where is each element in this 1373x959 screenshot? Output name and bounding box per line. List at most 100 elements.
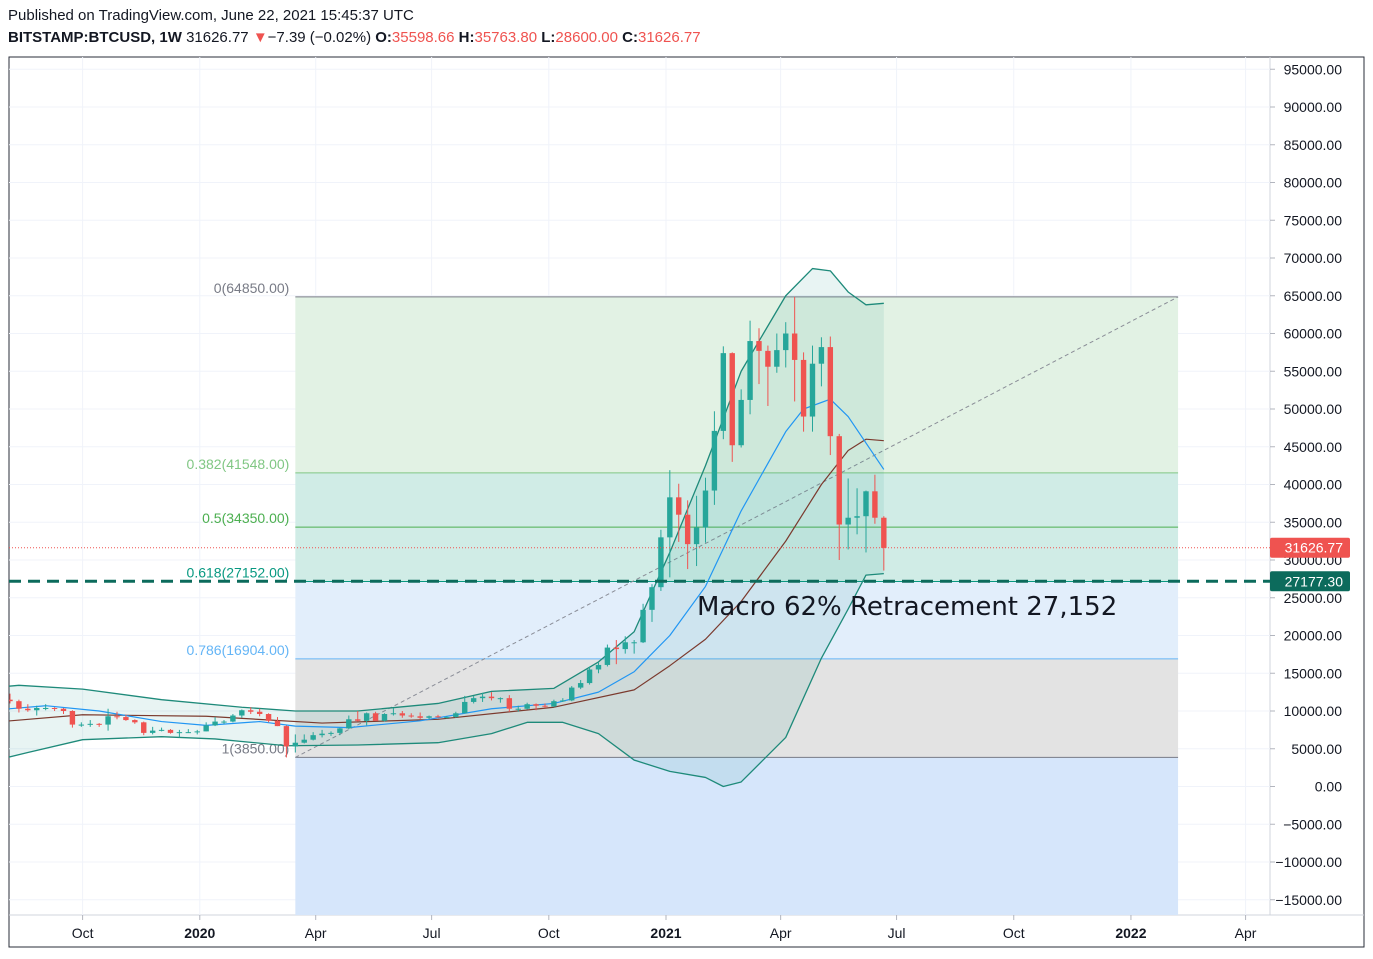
- candle[interactable]: [800, 352, 807, 432]
- candle[interactable]: [69, 710, 76, 728]
- candle[interactable]: [488, 692, 495, 701]
- candle[interactable]: [622, 636, 628, 654]
- candle[interactable]: [729, 352, 735, 462]
- candle[interactable]: [292, 734, 299, 753]
- candle[interactable]: [872, 474, 878, 524]
- candle[interactable]: [301, 734, 307, 744]
- candle[interactable]: [667, 470, 673, 578]
- candle[interactable]: [809, 345, 816, 432]
- candle[interactable]: [105, 708, 111, 731]
- candle[interactable]: [212, 717, 218, 727]
- candle[interactable]: [756, 328, 762, 385]
- candle[interactable]: [693, 495, 700, 567]
- candle[interactable]: [854, 488, 860, 535]
- candle[interactable]: [845, 478, 851, 550]
- candle[interactable]: [408, 713, 414, 718]
- candle[interactable]: [827, 336, 834, 456]
- candle[interactable]: [577, 680, 584, 690]
- candle[interactable]: [363, 712, 370, 726]
- candle[interactable]: [497, 697, 504, 703]
- candle[interactable]: [176, 729, 183, 738]
- candle[interactable]: [310, 732, 316, 741]
- candle[interactable]: [185, 729, 192, 734]
- candle[interactable]: [25, 704, 31, 712]
- candle[interactable]: [462, 695, 468, 714]
- candle[interactable]: [346, 715, 352, 730]
- candle[interactable]: [158, 727, 165, 732]
- candle[interactable]: [453, 711, 459, 718]
- candle[interactable]: [560, 698, 566, 702]
- candle[interactable]: [319, 729, 325, 738]
- candle[interactable]: [684, 500, 691, 570]
- candle[interactable]: [0, 696, 4, 716]
- candle[interactable]: [265, 713, 272, 723]
- candle[interactable]: [230, 714, 236, 723]
- candle[interactable]: [791, 296, 798, 402]
- candle[interactable]: [631, 640, 637, 654]
- candle[interactable]: [381, 713, 388, 722]
- candle[interactable]: [444, 716, 450, 719]
- candle[interactable]: [881, 516, 887, 571]
- candle[interactable]: [87, 720, 93, 727]
- support-price-tag[interactable]: 27177.30: [1270, 571, 1350, 592]
- candle[interactable]: [399, 711, 406, 718]
- candle[interactable]: [60, 707, 67, 715]
- candle[interactable]: [595, 662, 602, 674]
- candle[interactable]: [533, 703, 539, 711]
- candle[interactable]: [355, 711, 361, 722]
- candle[interactable]: [283, 725, 290, 758]
- candle[interactable]: [51, 707, 58, 711]
- candle[interactable]: [640, 603, 646, 644]
- symbol-label[interactable]: BITSTAMP:BTCUSD, 1W: [8, 29, 182, 46]
- candle[interactable]: [649, 584, 655, 622]
- candle[interactable]: [774, 333, 780, 373]
- candle[interactable]: [417, 712, 423, 720]
- candle[interactable]: [515, 705, 521, 712]
- candle[interactable]: [676, 483, 682, 542]
- candle[interactable]: [818, 337, 825, 387]
- candle[interactable]: [123, 714, 129, 721]
- candle[interactable]: [7, 693, 13, 704]
- candle[interactable]: [524, 702, 530, 710]
- candle[interactable]: [248, 707, 254, 715]
- last-price-tag[interactable]: 31626.77: [1270, 537, 1350, 558]
- candle[interactable]: [836, 433, 842, 560]
- candle[interactable]: [239, 709, 245, 718]
- candle[interactable]: [711, 411, 718, 505]
- candle[interactable]: [479, 692, 486, 702]
- candle[interactable]: [542, 703, 548, 708]
- candle[interactable]: [783, 322, 789, 368]
- candle[interactable]: [569, 686, 575, 702]
- candle[interactable]: [506, 695, 513, 712]
- candle[interactable]: [42, 704, 49, 711]
- candle[interactable]: [78, 722, 85, 727]
- candle[interactable]: [96, 723, 102, 727]
- candle[interactable]: [34, 705, 40, 716]
- candle[interactable]: [167, 729, 174, 734]
- candle[interactable]: [274, 717, 281, 727]
- candle[interactable]: [141, 721, 147, 736]
- candle[interactable]: [747, 320, 753, 415]
- candle[interactable]: [738, 389, 744, 448]
- candle[interactable]: [149, 726, 156, 735]
- candle[interactable]: [426, 715, 432, 720]
- candle[interactable]: [256, 708, 263, 717]
- candle[interactable]: [114, 711, 120, 720]
- candle[interactable]: [586, 666, 593, 685]
- candle[interactable]: [328, 731, 334, 736]
- candle[interactable]: [435, 714, 441, 718]
- candle[interactable]: [16, 699, 22, 713]
- candle[interactable]: [470, 695, 477, 704]
- candle[interactable]: [613, 640, 620, 665]
- candle[interactable]: [337, 727, 343, 736]
- candle[interactable]: [604, 644, 611, 667]
- candle[interactable]: [720, 346, 727, 440]
- candle[interactable]: [863, 490, 869, 553]
- candle[interactable]: [194, 729, 200, 735]
- candle[interactable]: [702, 477, 709, 543]
- candle[interactable]: [390, 707, 397, 716]
- candle[interactable]: [203, 722, 209, 732]
- candle[interactable]: [132, 719, 138, 724]
- candle[interactable]: [765, 345, 771, 406]
